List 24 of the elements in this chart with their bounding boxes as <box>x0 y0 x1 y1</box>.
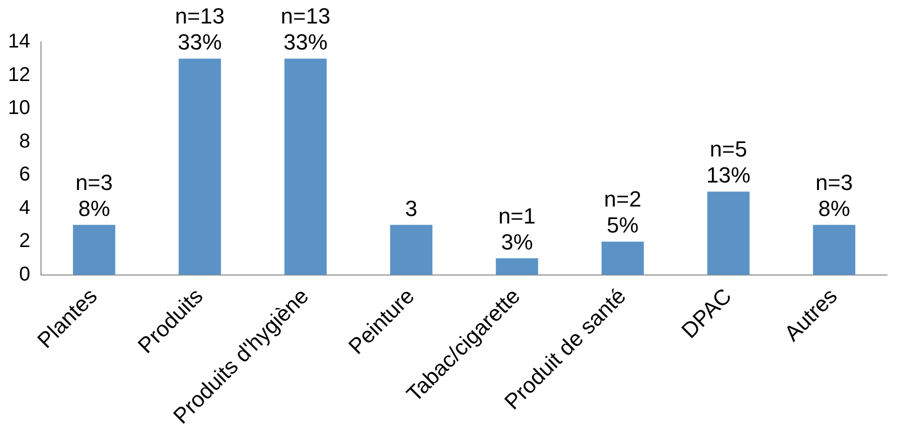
data-label: n=13 33% <box>280 4 330 55</box>
data-label: n=3 8% <box>75 170 113 221</box>
data-label: n=13 33% <box>175 4 225 55</box>
bar <box>602 242 644 275</box>
bar <box>178 58 221 275</box>
data-label: n=5 13% <box>706 136 750 188</box>
data-label: 3 <box>405 196 418 221</box>
bar <box>390 224 432 275</box>
y-tick-label: 14 <box>8 30 30 53</box>
y-tick-label: 10 <box>8 97 30 120</box>
data-label: n=2 5% <box>604 186 642 238</box>
y-tick-label: 6 <box>19 164 30 186</box>
bar <box>496 258 538 275</box>
y-tick-label: 4 <box>19 196 30 219</box>
y-tick-label: 0 <box>19 263 30 286</box>
bar <box>707 192 750 275</box>
data-label: n=3 8% <box>815 170 853 221</box>
y-tick-label: 12 <box>8 64 30 86</box>
y-tick-label: 8 <box>19 130 30 152</box>
y-tick-label: 2 <box>19 230 30 252</box>
bar <box>812 224 856 275</box>
bar <box>72 224 116 275</box>
data-label: n=1 3% <box>498 203 536 254</box>
bar <box>284 58 327 275</box>
